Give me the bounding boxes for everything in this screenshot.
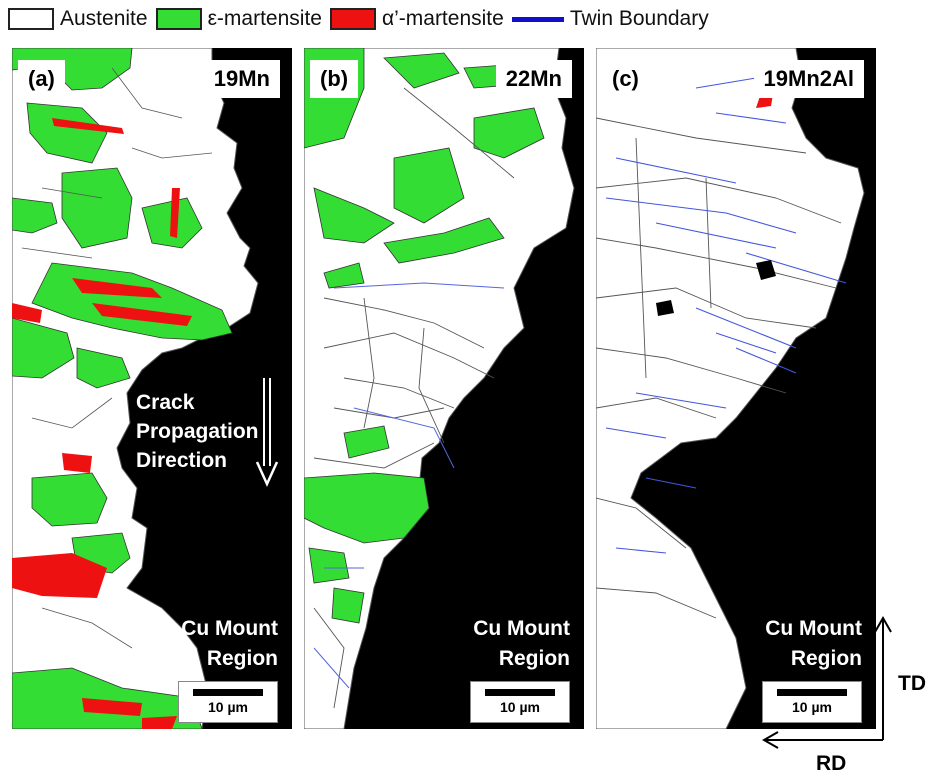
panel-c-alloy: 19Mn2Al <box>753 60 864 98</box>
td-rd-axes <box>761 615 892 749</box>
panel-a-microstructure <box>12 48 259 729</box>
epsilon-swatch <box>155 8 202 30</box>
legend-label-austenite: Austenite <box>60 7 148 30</box>
panel-a-label: (a) <box>18 60 65 98</box>
panel-b-22mn-map: (b) 22Mn Cu Mount Region 10 µm <box>304 48 584 729</box>
panel-c-label: (c) <box>602 60 649 98</box>
panel-c-scalebar: 10 µm <box>762 681 862 723</box>
panel-a-scalebar: 10 µm <box>178 681 278 723</box>
panel-c-19mn2al-map: (c) 19Mn2Al Cu Mount Region 10 µm <box>596 48 876 729</box>
alpha-swatch <box>329 8 376 30</box>
legend-item-alpha: α’-martensite <box>329 7 504 31</box>
legend-label-twin: Twin Boundary <box>569 7 709 30</box>
panel-a-scale-text: 10 µm <box>208 699 248 715</box>
scale-bar-line <box>485 689 555 696</box>
rd-label: RD <box>816 752 847 775</box>
panel-b-scale-text: 10 µm <box>500 699 540 715</box>
legend-item-epsilon: ε-martensite <box>155 7 322 31</box>
legend-item-austenite: Austenite <box>8 7 148 31</box>
panel-a-region-label: Cu Mount Region <box>181 617 278 670</box>
panel-c-scale-text: 10 µm <box>792 699 832 715</box>
legend-label-alpha: α’-martensite <box>381 7 504 30</box>
twin-boundary-swatch <box>511 16 564 22</box>
phase-legend: Austenite ε-martensite α’-martensite Twi… <box>8 4 717 34</box>
scale-bar-line <box>193 689 263 696</box>
panel-a-alloy: 19Mn <box>203 60 280 98</box>
panel-a-19mn-map: (a) 19Mn Crack Propagation Direction Cu … <box>12 48 292 729</box>
panel-c-region-label: Cu Mount Region <box>765 617 862 670</box>
legend-item-twin: Twin Boundary <box>511 7 709 31</box>
panel-c-microstructure <box>596 48 865 729</box>
legend-label-epsilon: ε-martensite <box>207 7 322 30</box>
austenite-swatch <box>8 8 54 30</box>
crack-direction-arrow <box>255 378 279 488</box>
scale-bar-line <box>777 689 847 696</box>
panel-b-scalebar: 10 µm <box>470 681 570 723</box>
panel-b-region-label: Cu Mount Region <box>473 617 570 670</box>
panel-b-alloy: 22Mn <box>495 60 572 98</box>
td-label: TD <box>898 672 926 695</box>
crack-direction-label: Crack Propagation Direction <box>136 391 259 472</box>
panel-b-label: (b) <box>310 60 359 98</box>
